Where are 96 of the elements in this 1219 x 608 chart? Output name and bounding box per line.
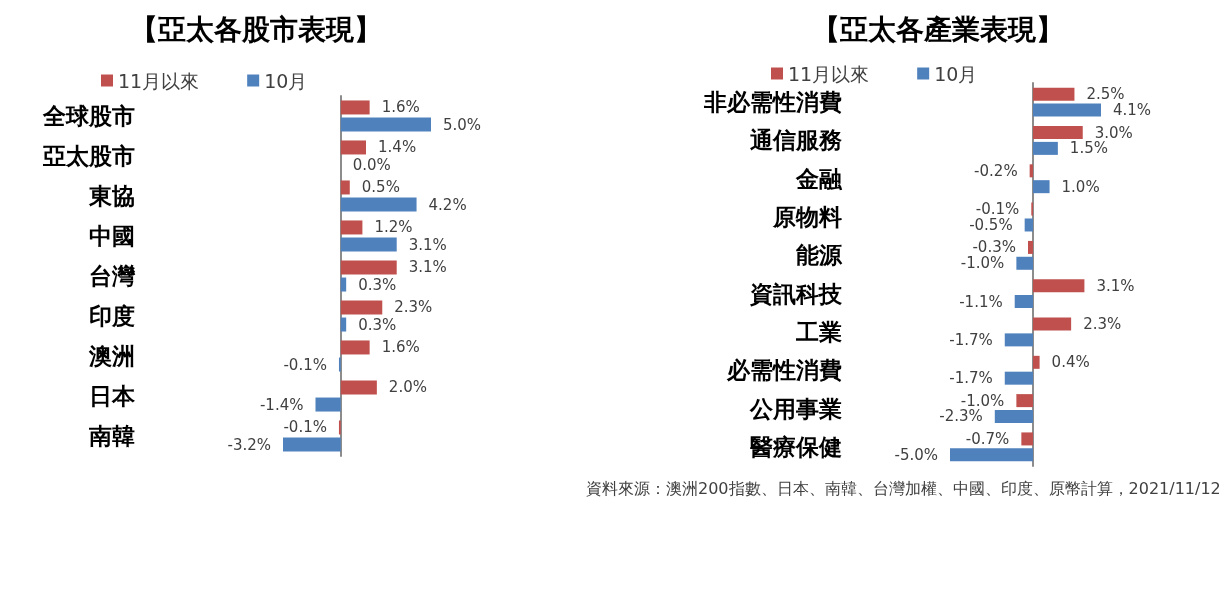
legend-label: 11月以來	[788, 62, 870, 85]
y-tick-label: 中國	[89, 223, 135, 249]
bar	[1004, 371, 1033, 385]
data-label: 2.5%	[1086, 85, 1125, 104]
bar	[1016, 394, 1033, 408]
legend-label: 11月以來	[118, 69, 200, 92]
bar	[950, 448, 1033, 462]
data-label: 3.0%	[1094, 123, 1133, 142]
data-label: 0.0%	[352, 155, 391, 174]
data-label: -1.0%	[960, 391, 1005, 410]
y-tick-label: 亞太股市	[42, 143, 135, 169]
bar	[340, 260, 397, 275]
data-label: 1.2%	[374, 218, 413, 237]
bar	[340, 317, 347, 332]
bar	[1032, 126, 1083, 140]
bar	[340, 380, 377, 395]
data-label: -0.1%	[283, 355, 327, 374]
bar	[340, 100, 370, 115]
bar	[1027, 240, 1033, 254]
y-tick-label: 必需性消費	[726, 357, 842, 384]
y-tick-label: 日本	[89, 383, 136, 409]
data-label: 3.1%	[408, 235, 447, 254]
data-label: 0.3%	[358, 315, 397, 334]
y-tick-label: 公用事業	[749, 395, 842, 422]
y-tick-label: 非必需性消費	[703, 89, 842, 116]
bar	[994, 409, 1033, 423]
data-label: 2.3%	[394, 298, 433, 317]
bar	[315, 397, 341, 412]
bar	[1032, 279, 1085, 293]
y-tick-label: 金融	[795, 165, 843, 192]
chart-title: 【亞太各股市表現】	[130, 12, 382, 46]
y-tick-label: 工業	[795, 318, 842, 345]
y-tick-label: 全球股市	[42, 103, 135, 129]
y-tick-label: 通信服務	[749, 127, 842, 154]
data-label: 0.5%	[361, 178, 400, 197]
y-tick-label: 澳洲	[88, 343, 135, 369]
bar	[1004, 333, 1033, 347]
bar	[1032, 355, 1040, 369]
data-label: -0.3%	[972, 238, 1016, 257]
y-tick-label: 東協	[88, 183, 135, 209]
source-note: 資料來源：澳洲200指數、日本、南韓、台灣加權、中國、印度、原幣計算，2021/11/12	[586, 478, 1219, 498]
data-label: -2.3%	[939, 407, 983, 426]
bar	[1016, 256, 1033, 270]
data-label: 2.3%	[1083, 315, 1122, 334]
legend-label: 10月	[934, 62, 978, 85]
data-label: 5.0%	[443, 115, 482, 134]
bar	[340, 180, 350, 195]
bar	[340, 117, 431, 132]
data-label: -1.0%	[960, 254, 1005, 273]
data-label: -0.7%	[965, 429, 1010, 448]
data-label: 1.6%	[381, 98, 420, 117]
bar	[1024, 218, 1033, 232]
y-tick-label: 原物料	[772, 204, 842, 231]
bar	[1032, 141, 1058, 155]
bar	[1032, 103, 1101, 117]
bar	[1032, 87, 1075, 101]
bar	[1032, 180, 1050, 194]
y-tick-label: 台灣	[89, 263, 136, 289]
bar	[340, 140, 367, 155]
data-label: -1.7%	[949, 369, 993, 388]
bar	[1029, 164, 1033, 178]
data-label: 1.6%	[381, 338, 420, 357]
y-tick-label: 能源	[796, 242, 843, 269]
bar	[340, 237, 397, 252]
data-label: -1.4%	[259, 395, 304, 414]
bar	[1032, 317, 1072, 331]
data-label: 4.2%	[428, 195, 467, 214]
data-label: -0.1%	[283, 418, 327, 437]
data-label: 1.5%	[1069, 139, 1108, 158]
data-label: 4.1%	[1113, 101, 1152, 120]
chart-title: 【亞太各產業表現】	[812, 12, 1064, 46]
data-label: -1.7%	[949, 330, 993, 349]
data-label: 0.4%	[1051, 353, 1090, 372]
bar	[283, 437, 341, 452]
data-label: 1.4%	[378, 138, 417, 157]
data-label: 2.0%	[388, 378, 427, 397]
legend-label: 10月	[264, 69, 308, 92]
bar	[340, 277, 347, 292]
bar	[1014, 295, 1033, 309]
bar	[1021, 432, 1033, 446]
y-tick-label: 醫療保健	[750, 433, 842, 460]
data-label: 3.1%	[1096, 276, 1135, 295]
bar	[340, 220, 363, 235]
data-label: 1.0%	[1061, 177, 1100, 196]
bar	[340, 197, 417, 212]
data-label: 0.3%	[358, 275, 397, 294]
data-label: -3.2%	[227, 435, 271, 454]
data-label: -0.2%	[974, 161, 1018, 180]
data-label: 3.1%	[408, 258, 447, 277]
y-tick-label: 南韓	[88, 423, 135, 449]
data-label: -1.1%	[959, 292, 1003, 311]
bar	[340, 340, 370, 355]
y-tick-label: 資訊科技	[749, 280, 843, 307]
data-label: -5.0%	[894, 445, 938, 464]
bar	[340, 300, 383, 315]
y-tick-label: 印度	[89, 303, 135, 329]
